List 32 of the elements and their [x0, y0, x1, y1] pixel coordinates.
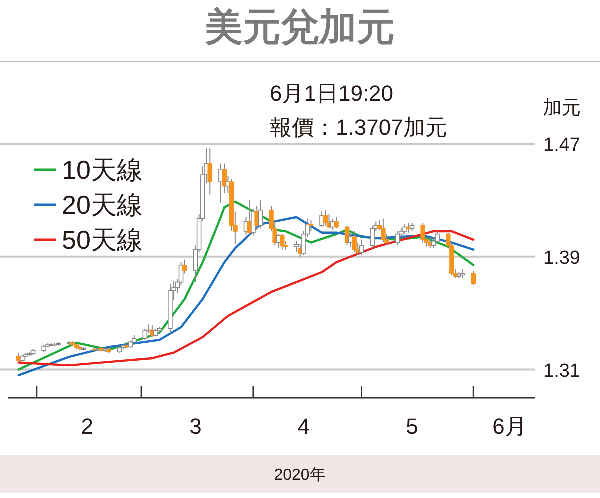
candlestick: [352, 230, 357, 254]
text: 報價：1.3707加元: [270, 115, 448, 140]
candlestick: [402, 224, 408, 235]
legend-label: 50天線: [62, 225, 143, 255]
y-axis-title: 加元: [543, 98, 581, 119]
y-tick-label: 1.47: [544, 135, 580, 156]
candlestick: [258, 200, 264, 230]
text: 6月1日19:20: [270, 81, 394, 106]
candlestick: [280, 234, 285, 250]
candlestick: [471, 270, 476, 286]
candlestick: [359, 239, 364, 256]
candlestick: [308, 220, 314, 232]
x-tick-label: 4: [298, 414, 310, 439]
candlestick: [142, 328, 148, 341]
legend-label: 20天線: [62, 190, 143, 220]
chart-title: 美元兌加元: [204, 6, 395, 49]
x-tick-label: 3: [190, 414, 202, 439]
x-tick-label: 2: [81, 414, 94, 439]
x-tick-label: 6月: [492, 414, 527, 439]
candlestick: [294, 240, 300, 254]
x-axis-title: 2020年: [274, 467, 326, 484]
legend-label: 10天線: [62, 155, 143, 185]
x-tick-label: 5: [406, 414, 418, 439]
y-tick-label: 1.39: [544, 248, 580, 269]
candlestick: [323, 210, 328, 226]
candlestick: [420, 222, 426, 244]
y-tick-label: 1.31: [544, 360, 580, 382]
candlestick: [380, 218, 386, 244]
candlestick: [395, 230, 400, 246]
candlestick: [208, 148, 213, 196]
candlestick: [370, 225, 375, 249]
candlestick: [334, 216, 339, 230]
